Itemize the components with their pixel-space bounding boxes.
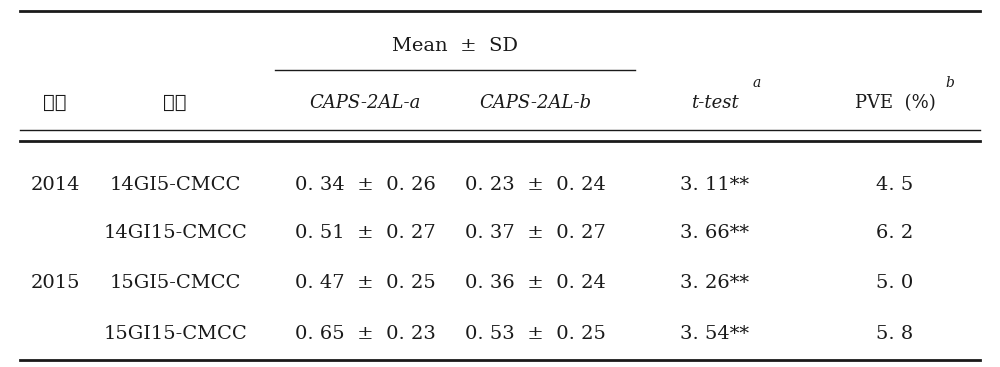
Text: 5. 0: 5. 0: [876, 273, 914, 292]
Text: 15GI15-CMCC: 15GI15-CMCC: [103, 325, 247, 343]
Text: PVE  (%): PVE (%): [855, 94, 935, 112]
Text: 14GI15-CMCC: 14GI15-CMCC: [103, 224, 247, 242]
Text: t-test: t-test: [691, 94, 739, 112]
Text: 0. 51  ±  0. 27: 0. 51 ± 0. 27: [295, 224, 435, 242]
Text: 4. 5: 4. 5: [876, 176, 914, 195]
Text: 14GI5-CMCC: 14GI5-CMCC: [109, 176, 241, 195]
Text: 0. 34  ±  0. 26: 0. 34 ± 0. 26: [295, 176, 435, 195]
Text: b: b: [946, 76, 954, 90]
Text: 6. 2: 6. 2: [876, 224, 914, 242]
Text: 3. 54**: 3. 54**: [680, 325, 750, 343]
Text: 0. 47  ±  0. 25: 0. 47 ± 0. 25: [295, 273, 435, 292]
Text: CAPS-2AL-b: CAPS-2AL-b: [479, 94, 591, 112]
Text: 0. 23  ±  0. 24: 0. 23 ± 0. 24: [465, 176, 605, 195]
Text: 0. 65  ±  0. 23: 0. 65 ± 0. 23: [295, 325, 435, 343]
Text: 3. 11**: 3. 11**: [680, 176, 750, 195]
Text: Mean  ±  SD: Mean ± SD: [392, 37, 518, 55]
Text: 2014: 2014: [30, 176, 80, 195]
Text: 0. 36  ±  0. 24: 0. 36 ± 0. 24: [465, 273, 605, 292]
Text: a: a: [753, 76, 761, 90]
Text: 5. 8: 5. 8: [876, 325, 914, 343]
Text: 3. 66**: 3. 66**: [680, 224, 750, 242]
Text: 15GI5-CMCC: 15GI5-CMCC: [109, 273, 241, 292]
Text: 0. 37  ±  0. 27: 0. 37 ± 0. 27: [465, 224, 605, 242]
Text: 年份: 年份: [43, 94, 67, 112]
Text: 性状: 性状: [163, 94, 187, 112]
Text: 2015: 2015: [30, 273, 80, 292]
Text: 3. 26**: 3. 26**: [680, 273, 750, 292]
Text: 0. 53  ±  0. 25: 0. 53 ± 0. 25: [465, 325, 605, 343]
Text: CAPS-2AL-a: CAPS-2AL-a: [309, 94, 421, 112]
